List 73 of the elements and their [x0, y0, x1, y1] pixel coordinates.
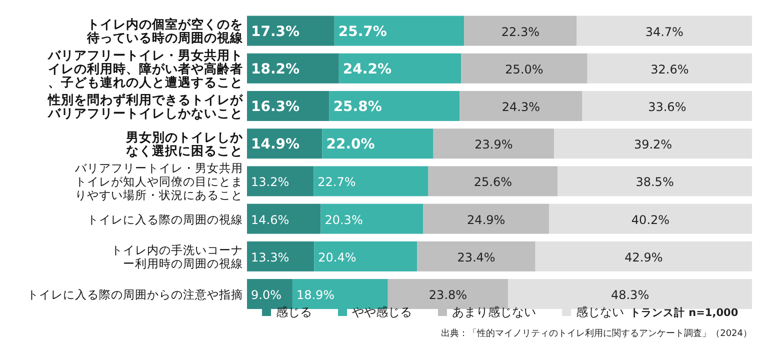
bar	[461, 53, 588, 84]
data-label: 24.3%	[502, 100, 540, 114]
y-tick-label: 性別を問わず利用できるトイレがバリアフリートイレしかないこと	[47, 92, 244, 120]
annotation: トランス計 n=1,000	[630, 306, 738, 319]
data-label: 18.9%	[296, 288, 335, 302]
data-label: 34.7%	[645, 24, 684, 39]
data-label: 24.9%	[467, 212, 506, 227]
data-label: 48.3%	[610, 288, 650, 302]
bar	[247, 16, 334, 46]
bar	[423, 204, 549, 234]
legend-label: 感じる	[276, 305, 312, 319]
bar	[247, 204, 321, 234]
bar	[587, 53, 752, 84]
bar	[464, 16, 577, 46]
y-tick-label: トイレに入る際の周囲の視線	[87, 212, 243, 226]
bar	[247, 166, 314, 196]
bar	[314, 241, 418, 272]
data-label: 33.6%	[648, 100, 686, 114]
data-label: 24.2%	[342, 61, 392, 78]
data-label: 13.3%	[251, 250, 290, 264]
data-label: 22.0%	[326, 136, 375, 153]
bar	[548, 204, 752, 234]
bar	[417, 241, 536, 272]
bar	[247, 241, 314, 272]
data-label: 23.8%	[428, 288, 468, 302]
data-label: 17.3%	[251, 24, 300, 40]
legend-label: 感じない	[576, 305, 624, 319]
data-label: 23.4%	[457, 250, 496, 264]
bar	[247, 91, 330, 121]
bar	[576, 16, 752, 46]
bar	[558, 166, 752, 196]
data-label: 25.0%	[505, 62, 544, 76]
bar	[320, 204, 424, 234]
legend-label: あまり感じない	[452, 305, 536, 319]
data-label: 32.6%	[650, 62, 689, 76]
data-label: 14.9%	[251, 136, 300, 153]
bar	[433, 128, 554, 159]
y-tick-label: 男女別のトイレしかなく選択に困ること	[125, 129, 244, 158]
bar	[334, 16, 464, 46]
data-label: 20.4%	[318, 250, 356, 264]
bar	[460, 91, 582, 121]
bar	[554, 128, 752, 159]
bar	[314, 166, 428, 196]
data-label: 23.9%	[474, 138, 513, 152]
data-label: 22.3%	[501, 24, 540, 39]
data-label: 25.7%	[338, 24, 387, 40]
y-tick-label: トイレに入る際の周囲からの注意や指摘	[27, 288, 243, 302]
bar	[428, 166, 558, 196]
bar	[247, 53, 339, 84]
data-label: 14.6%	[251, 212, 290, 227]
data-label: 18.2%	[251, 61, 300, 78]
y-tick-label: バリアフリートイレ・男女共用トイレが知人や同僚の目にとまりやすい場所・状況にあること	[74, 161, 243, 202]
y-tick-label: トイレ内の手洗いコーナー利用時の周囲の視線	[111, 243, 243, 271]
data-label: 9.0%	[251, 288, 282, 302]
data-label: 42.9%	[624, 250, 663, 264]
bar	[582, 91, 752, 121]
legend-label: やや感じる	[352, 305, 412, 319]
bar	[322, 128, 434, 159]
data-label: 20.3%	[324, 212, 363, 227]
y-tick-label: トイレ内の個室が空くのを待っている時の周囲の視線	[86, 16, 244, 46]
data-label: 40.2%	[631, 212, 670, 227]
y-tick-label: バリアフリートイレ・男女共用トイレの利用時、障がい者や高齢者、子ども連れの人と遭遇すること	[47, 47, 243, 90]
data-label: 38.5%	[636, 175, 674, 190]
data-label: 25.6%	[474, 175, 512, 190]
data-label: 39.2%	[634, 138, 672, 152]
data-label: 22.7%	[318, 175, 356, 190]
data-label: 13.2%	[251, 175, 290, 190]
source-note: 出典：「性的マイノリティのトイレ利用に関するアンケート調査」（2024）	[441, 328, 752, 339]
data-label: 16.3%	[251, 99, 300, 115]
data-label: 25.8%	[333, 99, 382, 115]
bar	[535, 241, 752, 272]
bar	[329, 91, 460, 121]
bar	[338, 53, 462, 84]
